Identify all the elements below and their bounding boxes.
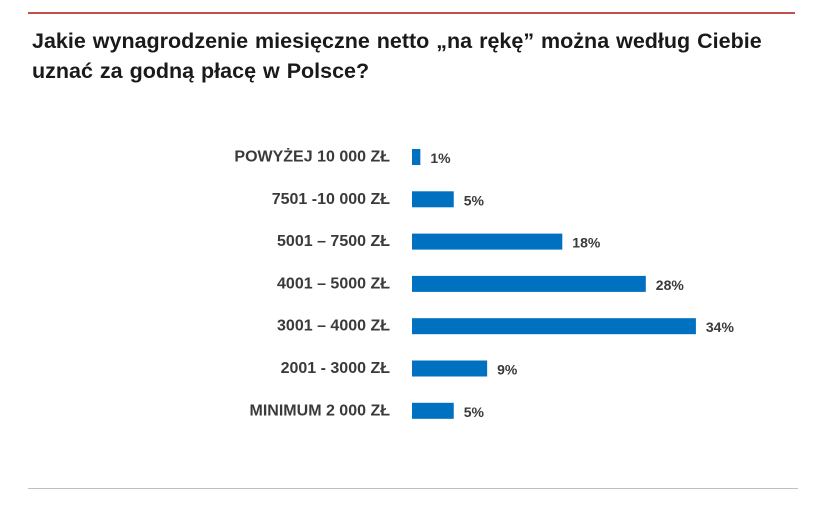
category-labels: POWYŻEJ 10 000 ZŁ 7501 -10 000 ZŁ 5001 – 7… (234, 148, 390, 420)
category-label: 4001 – 5000 ZŁ (277, 275, 390, 292)
bar (412, 233, 563, 250)
value-label: 5% (464, 404, 485, 420)
bar (412, 360, 488, 377)
chart-title: Jakie wynagrodzenie miesięczne netto „na… (32, 29, 762, 83)
value-label: 34% (706, 319, 735, 335)
top-accent-rule (28, 12, 795, 14)
bar (412, 149, 421, 165)
value-label: 1% (430, 150, 451, 166)
value-labels: 1% 5% 18% 28% 34% 9% 5% (430, 150, 734, 420)
category-label: 2001 - 3000 ZŁ (281, 360, 391, 377)
category-label: POWYŻEJ 10 000 ZŁ (234, 148, 390, 166)
value-label: 28% (656, 277, 685, 293)
category-label: 5001 – 7500 ZŁ (277, 233, 390, 250)
category-label: 7501 -10 000 ZŁ (272, 191, 391, 208)
bar (412, 318, 696, 335)
bar (412, 402, 454, 419)
bars (412, 149, 696, 419)
bar (412, 275, 646, 292)
value-label: 18% (572, 235, 601, 251)
category-label: MINIMUM 2 000 ZŁ (250, 402, 391, 419)
value-label: 5% (464, 192, 485, 208)
bottom-divider (28, 488, 798, 489)
value-label: 9% (497, 362, 518, 378)
bar (412, 191, 454, 208)
category-label: 3001 – 4000 ZŁ (277, 318, 390, 335)
